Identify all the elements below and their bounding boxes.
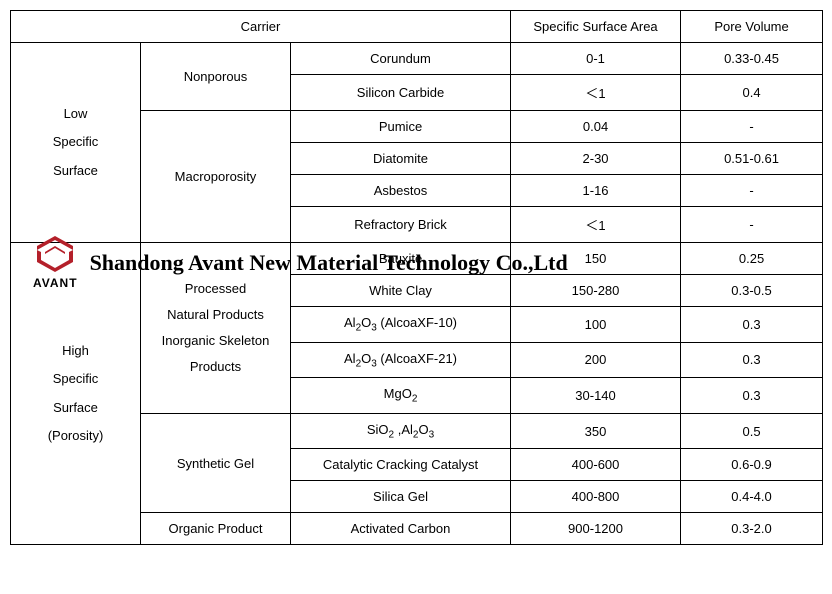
cell-ssa: 0-1 [511, 43, 681, 75]
cell-pv: 0.3 [681, 307, 823, 343]
cell-ssa: 150 [511, 243, 681, 275]
cell-carrier: Silicon Carbide [291, 75, 511, 111]
cell-ssa: 0.04 [511, 111, 681, 143]
cell-ssa: 900-1200 [511, 513, 681, 545]
cell-ssa: 1-16 [511, 175, 681, 207]
cell-carrier: Pumice [291, 111, 511, 143]
cell-ssa: 400-800 [511, 481, 681, 513]
cell-carrier: Bauxite [291, 243, 511, 275]
group-processed: Processed Natural Products Inorganic Ske… [141, 243, 291, 414]
cell-pv: 0.51-0.61 [681, 143, 823, 175]
cell-pv: - [681, 111, 823, 143]
table-row: Low Specific Surface Nonporous Corundum … [11, 43, 823, 75]
cell-pv: - [681, 207, 823, 243]
cell-ssa: 30-140 [511, 378, 681, 414]
cell-carrier: Activated Carbon [291, 513, 511, 545]
cell-carrier: Silica Gel [291, 481, 511, 513]
cell-pv: 0.4 [681, 75, 823, 111]
cell-pv: 0.4-4.0 [681, 481, 823, 513]
header-row: Carrier Specific Surface Area Pore Volum… [11, 11, 823, 43]
cell-pv: - [681, 175, 823, 207]
cell-carrier: Al2O3 (AlcoaXF-10) [291, 307, 511, 343]
cell-pv: 0.33-0.45 [681, 43, 823, 75]
cell-carrier: Refractory Brick [291, 207, 511, 243]
group-macro: Macroporosity [141, 111, 291, 243]
cell-pv: 0.6-0.9 [681, 449, 823, 481]
cell-carrier: Al2O3 (AlcoaXF-21) [291, 342, 511, 378]
cell-pv: 0.5 [681, 413, 823, 449]
header-ssa: Specific Surface Area [511, 11, 681, 43]
group-organic: Organic Product [141, 513, 291, 545]
cell-carrier: Catalytic Cracking Catalyst [291, 449, 511, 481]
group-low: Low Specific Surface [11, 43, 141, 243]
header-pv: Pore Volume [681, 11, 823, 43]
cell-ssa: 2-30 [511, 143, 681, 175]
table-row: High Specific Surface (Porosity) Process… [11, 243, 823, 275]
cell-carrier: Asbestos [291, 175, 511, 207]
header-carrier: Carrier [11, 11, 511, 43]
cell-carrier: Diatomite [291, 143, 511, 175]
cell-carrier: Corundum [291, 43, 511, 75]
cell-pv: 0.25 [681, 243, 823, 275]
group-synth: Synthetic Gel [141, 413, 291, 513]
cell-carrier: SiO2 ,Al2O3 [291, 413, 511, 449]
cell-pv: 0.3 [681, 342, 823, 378]
cell-pv: 0.3-2.0 [681, 513, 823, 545]
carrier-properties-table: Carrier Specific Surface Area Pore Volum… [10, 10, 823, 545]
cell-ssa: 350 [511, 413, 681, 449]
cell-ssa: 150-280 [511, 275, 681, 307]
cell-ssa: ＜1 [511, 207, 681, 243]
cell-ssa: 200 [511, 342, 681, 378]
cell-ssa: ＜1 [511, 75, 681, 111]
cell-ssa: 400-600 [511, 449, 681, 481]
cell-carrier: White Clay [291, 275, 511, 307]
cell-pv: 0.3 [681, 378, 823, 414]
group-nonporous: Nonporous [141, 43, 291, 111]
cell-ssa: 100 [511, 307, 681, 343]
cell-pv: 0.3-0.5 [681, 275, 823, 307]
cell-carrier: MgO2 [291, 378, 511, 414]
group-high: High Specific Surface (Porosity) [11, 243, 141, 545]
